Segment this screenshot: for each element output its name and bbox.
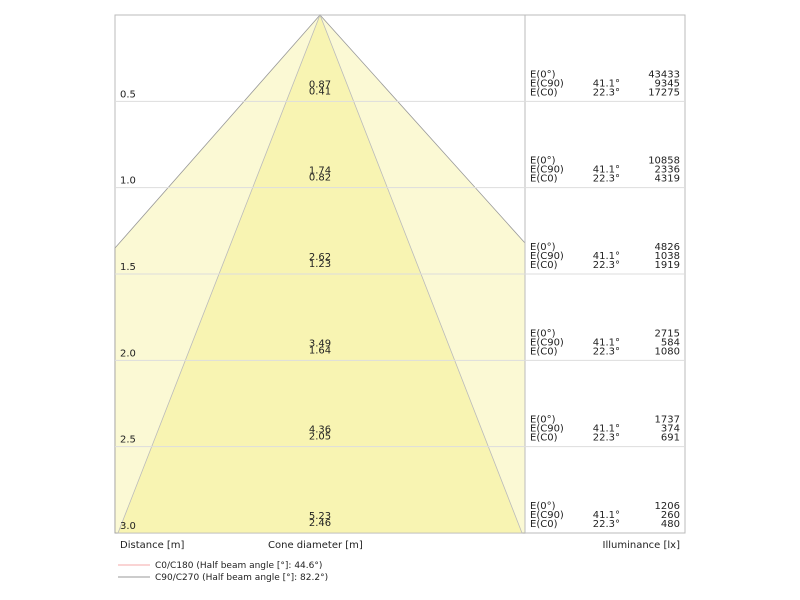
illuminance-label: E(C0) [530, 87, 558, 98]
legend-label: C0/C180 (Half beam angle [°]: 44.6°) [155, 561, 322, 571]
illuminance-value: 480 [661, 519, 680, 530]
half-angle: 22.3° [593, 433, 620, 444]
illuminance-label: E(C90) [530, 337, 564, 348]
diameter-c90: 0.87 [309, 79, 331, 90]
illuminance-value: 4826 [655, 242, 680, 253]
illuminance-value: 1080 [655, 346, 680, 357]
half-angle: 41.1° [593, 251, 620, 262]
illuminance-label: E(C90) [530, 78, 564, 89]
distance-label: 0.5 [120, 89, 136, 100]
illuminance-label: E(0°) [530, 415, 556, 426]
distance-label: 2.0 [120, 348, 136, 359]
illuminance-label: E(C0) [530, 433, 558, 444]
rows: 0.5 0.870.41 E(0°) 43433 E(C90) 41.1° 9345 E(C0… [115, 69, 685, 532]
distance-label: 1.0 [120, 176, 136, 187]
distance-label: 1.5 [120, 262, 136, 273]
half-angle: 41.1° [593, 165, 620, 176]
half-angle: 22.3° [593, 260, 620, 271]
illuminance-value: 9345 [655, 78, 680, 89]
illuminance-label: E(0°) [530, 242, 556, 253]
illuminance-value: 4319 [655, 174, 680, 185]
diameter-c90: 4.36 [309, 425, 331, 436]
diameter-c90: 1.74 [309, 166, 331, 177]
diameter-c0: 0.82 [309, 173, 331, 184]
half-angle: 22.3° [593, 519, 620, 530]
illuminance-value: 43433 [648, 69, 680, 80]
illuminance-value: 691 [661, 433, 680, 444]
illuminance-label: E(0°) [530, 328, 556, 339]
illuminance-label: E(0°) [530, 69, 556, 80]
half-angle: 41.1° [593, 337, 620, 348]
illuminance-value: 17275 [648, 87, 680, 98]
illuminance-value: 10858 [648, 156, 680, 167]
half-angle: 41.1° [593, 510, 620, 521]
half-angle: 41.1° [593, 424, 620, 435]
illuminance-label: E(0°) [530, 501, 556, 512]
legend-label: C90/C270 (Half beam angle [°]: 82.2°) [155, 573, 328, 583]
illuminance-value: 2336 [655, 165, 680, 176]
illuminance-value: 1919 [655, 260, 680, 271]
diameter-c90: 5.23 [309, 511, 331, 522]
illuminance-label: E(C0) [530, 519, 558, 530]
distance-label: 3.0 [120, 521, 136, 532]
illuminance-label: E(C0) [530, 346, 558, 357]
diameter-c0: 2.05 [309, 432, 331, 443]
diameter-c0: 1.23 [309, 259, 331, 270]
illuminance-label: E(C90) [530, 251, 564, 262]
diameter-c0: 0.41 [309, 86, 331, 97]
diameter-c90: 2.62 [309, 252, 331, 263]
illuminance-value: 1737 [655, 415, 680, 426]
illuminance-value: 260 [661, 510, 680, 521]
half-angle: 41.1° [593, 78, 620, 89]
distance-label: 2.5 [120, 435, 136, 446]
half-angle: 22.3° [593, 87, 620, 98]
footer-diameter: Cone diameter [m] [268, 540, 363, 551]
illuminance-value: 2715 [655, 328, 680, 339]
illuminance-label: E(C90) [530, 424, 564, 435]
half-angle: 22.3° [593, 346, 620, 357]
illuminance-value: 374 [661, 424, 680, 435]
footer-illuminance: Illuminance [lx] [603, 540, 681, 551]
illuminance-value: 1038 [655, 251, 680, 262]
illuminance-label: E(C90) [530, 165, 564, 176]
half-angle: 22.3° [593, 174, 620, 185]
diameter-c90: 3.49 [309, 338, 331, 349]
illuminance-label: E(C90) [530, 510, 564, 521]
illuminance-label: E(C0) [530, 260, 558, 271]
diameter-c0: 1.64 [309, 345, 331, 356]
illuminance-label: E(0°) [530, 156, 556, 167]
illuminance-value: 1206 [655, 501, 680, 512]
illuminance-value: 584 [661, 337, 680, 348]
diameter-c0: 2.46 [309, 518, 331, 529]
footer-distance: Distance [m] [120, 540, 185, 551]
illuminance-label: E(C0) [530, 174, 558, 185]
